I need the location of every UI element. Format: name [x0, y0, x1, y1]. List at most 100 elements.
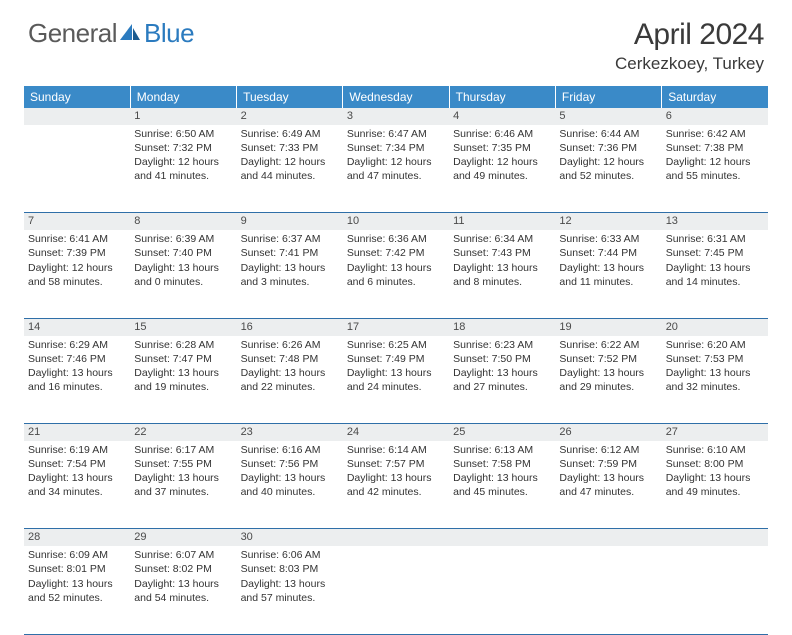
- day-number-cell: 22: [130, 424, 236, 441]
- day-number-cell: 28: [24, 529, 130, 546]
- day-number-cell: 19: [555, 318, 661, 335]
- day-detail-text: Sunrise: 6:23 AM Sunset: 7:50 PM Dayligh…: [453, 338, 551, 395]
- day-detail-text: Sunrise: 6:39 AM Sunset: 7:40 PM Dayligh…: [134, 232, 232, 289]
- day-detail-text: Sunrise: 6:06 AM Sunset: 8:03 PM Dayligh…: [241, 548, 339, 605]
- day-content-cell: Sunrise: 6:33 AM Sunset: 7:44 PM Dayligh…: [555, 230, 661, 318]
- day-detail-text: Sunrise: 6:12 AM Sunset: 7:59 PM Dayligh…: [559, 443, 657, 500]
- day-content-cell: Sunrise: 6:49 AM Sunset: 7:33 PM Dayligh…: [237, 125, 343, 213]
- day-number-cell: 27: [662, 424, 768, 441]
- day-number-row: 14151617181920: [24, 318, 768, 335]
- logo-text-general: General: [28, 18, 117, 49]
- day-number-cell: 1: [130, 108, 236, 125]
- day-number-cell: [555, 529, 661, 546]
- day-number-cell: 5: [555, 108, 661, 125]
- day-content-cell: Sunrise: 6:41 AM Sunset: 7:39 PM Dayligh…: [24, 230, 130, 318]
- day-content-cell: Sunrise: 6:39 AM Sunset: 7:40 PM Dayligh…: [130, 230, 236, 318]
- day-detail-text: Sunrise: 6:28 AM Sunset: 7:47 PM Dayligh…: [134, 338, 232, 395]
- day-detail-text: Sunrise: 6:26 AM Sunset: 7:48 PM Dayligh…: [241, 338, 339, 395]
- day-content-row: Sunrise: 6:41 AM Sunset: 7:39 PM Dayligh…: [24, 230, 768, 318]
- day-detail-text: Sunrise: 6:16 AM Sunset: 7:56 PM Dayligh…: [241, 443, 339, 500]
- weekday-header: Friday: [555, 86, 661, 108]
- day-number-row: 78910111213: [24, 213, 768, 230]
- day-content-row: Sunrise: 6:50 AM Sunset: 7:32 PM Dayligh…: [24, 125, 768, 213]
- day-content-cell: Sunrise: 6:14 AM Sunset: 7:57 PM Dayligh…: [343, 441, 449, 529]
- day-content-cell: [343, 546, 449, 634]
- day-content-cell: Sunrise: 6:09 AM Sunset: 8:01 PM Dayligh…: [24, 546, 130, 634]
- day-content-cell: Sunrise: 6:28 AM Sunset: 7:47 PM Dayligh…: [130, 336, 236, 424]
- day-content-cell: Sunrise: 6:10 AM Sunset: 8:00 PM Dayligh…: [662, 441, 768, 529]
- day-number-row: 282930: [24, 529, 768, 546]
- day-number-cell: 8: [130, 213, 236, 230]
- day-content-cell: Sunrise: 6:07 AM Sunset: 8:02 PM Dayligh…: [130, 546, 236, 634]
- weekday-header: Monday: [130, 86, 236, 108]
- day-detail-text: Sunrise: 6:47 AM Sunset: 7:34 PM Dayligh…: [347, 127, 445, 184]
- day-detail-text: Sunrise: 6:46 AM Sunset: 7:35 PM Dayligh…: [453, 127, 551, 184]
- day-number-cell: 14: [24, 318, 130, 335]
- day-number-cell: 23: [237, 424, 343, 441]
- day-detail-text: Sunrise: 6:36 AM Sunset: 7:42 PM Dayligh…: [347, 232, 445, 289]
- day-content-cell: Sunrise: 6:29 AM Sunset: 7:46 PM Dayligh…: [24, 336, 130, 424]
- day-content-cell: Sunrise: 6:44 AM Sunset: 7:36 PM Dayligh…: [555, 125, 661, 213]
- day-number-row: 123456: [24, 108, 768, 125]
- day-number-cell: 9: [237, 213, 343, 230]
- day-detail-text: Sunrise: 6:44 AM Sunset: 7:36 PM Dayligh…: [559, 127, 657, 184]
- day-detail-text: Sunrise: 6:33 AM Sunset: 7:44 PM Dayligh…: [559, 232, 657, 289]
- calendar-table: Sunday Monday Tuesday Wednesday Thursday…: [24, 86, 768, 635]
- day-number-cell: [662, 529, 768, 546]
- weekday-header: Sunday: [24, 86, 130, 108]
- weekday-header-row: Sunday Monday Tuesday Wednesday Thursday…: [24, 86, 768, 108]
- day-number-cell: 29: [130, 529, 236, 546]
- day-content-cell: Sunrise: 6:20 AM Sunset: 7:53 PM Dayligh…: [662, 336, 768, 424]
- day-number-cell: 30: [237, 529, 343, 546]
- day-number-cell: 12: [555, 213, 661, 230]
- day-detail-text: Sunrise: 6:13 AM Sunset: 7:58 PM Dayligh…: [453, 443, 551, 500]
- day-detail-text: Sunrise: 6:14 AM Sunset: 7:57 PM Dayligh…: [347, 443, 445, 500]
- day-content-cell: [24, 125, 130, 213]
- day-content-cell: Sunrise: 6:37 AM Sunset: 7:41 PM Dayligh…: [237, 230, 343, 318]
- month-title: April 2024: [615, 18, 764, 52]
- day-number-cell: 16: [237, 318, 343, 335]
- day-detail-text: Sunrise: 6:09 AM Sunset: 8:01 PM Dayligh…: [28, 548, 126, 605]
- page-header: General Blue April 2024 Cerkezkoey, Turk…: [0, 0, 792, 82]
- day-content-cell: Sunrise: 6:06 AM Sunset: 8:03 PM Dayligh…: [237, 546, 343, 634]
- day-number-cell: 20: [662, 318, 768, 335]
- day-number-cell: 24: [343, 424, 449, 441]
- day-number-cell: 17: [343, 318, 449, 335]
- day-content-cell: Sunrise: 6:47 AM Sunset: 7:34 PM Dayligh…: [343, 125, 449, 213]
- day-number-cell: [343, 529, 449, 546]
- logo-text-blue: Blue: [144, 18, 194, 49]
- day-detail-text: Sunrise: 6:34 AM Sunset: 7:43 PM Dayligh…: [453, 232, 551, 289]
- day-number-cell: 2: [237, 108, 343, 125]
- day-detail-text: Sunrise: 6:22 AM Sunset: 7:52 PM Dayligh…: [559, 338, 657, 395]
- day-detail-text: Sunrise: 6:41 AM Sunset: 7:39 PM Dayligh…: [28, 232, 126, 289]
- day-content-row: Sunrise: 6:29 AM Sunset: 7:46 PM Dayligh…: [24, 336, 768, 424]
- day-number-cell: 10: [343, 213, 449, 230]
- title-block: April 2024 Cerkezkoey, Turkey: [615, 18, 764, 74]
- day-content-cell: Sunrise: 6:13 AM Sunset: 7:58 PM Dayligh…: [449, 441, 555, 529]
- day-detail-text: Sunrise: 6:07 AM Sunset: 8:02 PM Dayligh…: [134, 548, 232, 605]
- weekday-header: Saturday: [662, 86, 768, 108]
- day-content-cell: Sunrise: 6:50 AM Sunset: 7:32 PM Dayligh…: [130, 125, 236, 213]
- day-content-cell: Sunrise: 6:17 AM Sunset: 7:55 PM Dayligh…: [130, 441, 236, 529]
- day-number-cell: 4: [449, 108, 555, 125]
- day-detail-text: Sunrise: 6:42 AM Sunset: 7:38 PM Dayligh…: [666, 127, 764, 184]
- logo: General Blue: [28, 18, 194, 49]
- day-content-cell: Sunrise: 6:22 AM Sunset: 7:52 PM Dayligh…: [555, 336, 661, 424]
- day-content-cell: Sunrise: 6:31 AM Sunset: 7:45 PM Dayligh…: [662, 230, 768, 318]
- day-content-cell: Sunrise: 6:16 AM Sunset: 7:56 PM Dayligh…: [237, 441, 343, 529]
- day-number-cell: [449, 529, 555, 546]
- day-content-cell: Sunrise: 6:42 AM Sunset: 7:38 PM Dayligh…: [662, 125, 768, 213]
- day-detail-text: Sunrise: 6:19 AM Sunset: 7:54 PM Dayligh…: [28, 443, 126, 500]
- location-label: Cerkezkoey, Turkey: [615, 54, 764, 74]
- day-number-cell: 11: [449, 213, 555, 230]
- day-number-cell: 26: [555, 424, 661, 441]
- day-detail-text: Sunrise: 6:49 AM Sunset: 7:33 PM Dayligh…: [241, 127, 339, 184]
- logo-sail-icon: [118, 18, 142, 49]
- day-number-cell: 25: [449, 424, 555, 441]
- day-number-row: 21222324252627: [24, 424, 768, 441]
- day-content-cell: [555, 546, 661, 634]
- day-content-cell: Sunrise: 6:46 AM Sunset: 7:35 PM Dayligh…: [449, 125, 555, 213]
- day-detail-text: Sunrise: 6:25 AM Sunset: 7:49 PM Dayligh…: [347, 338, 445, 395]
- day-content-cell: Sunrise: 6:23 AM Sunset: 7:50 PM Dayligh…: [449, 336, 555, 424]
- weekday-header: Thursday: [449, 86, 555, 108]
